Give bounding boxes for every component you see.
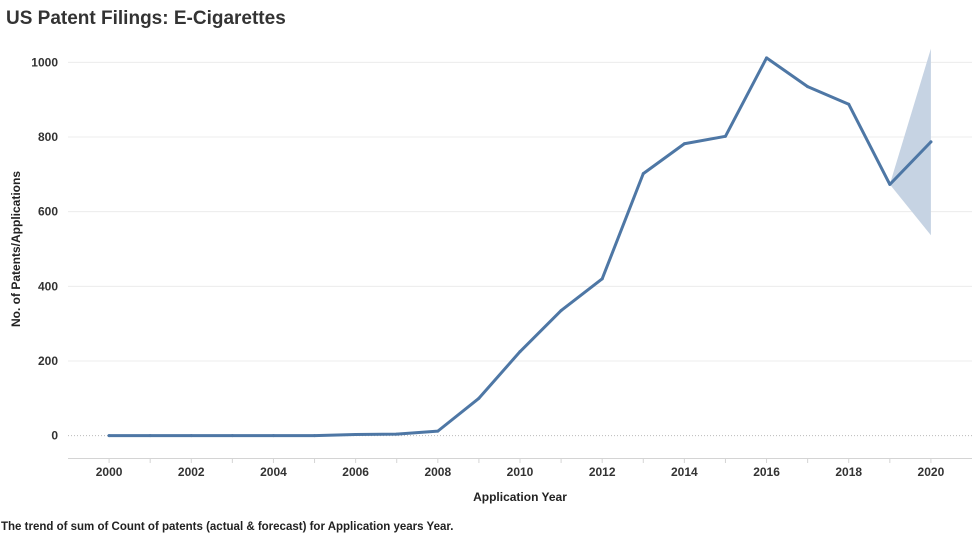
x-tick-label: 2000 [96,465,123,479]
x-tick-label: 2018 [835,465,862,479]
y-tick-label: 600 [38,205,58,219]
data-point [682,142,686,146]
data-point [313,434,317,438]
y-tick-label: 400 [38,279,58,293]
data-point [641,172,645,176]
x-tick-label: 2008 [424,465,451,479]
data-point [189,434,193,438]
x-tick-label: 2012 [589,465,616,479]
y-tick-label: 200 [38,354,58,368]
y-tick-label: 0 [51,429,58,443]
data-point [559,309,563,313]
x-tick-label: 2010 [507,465,534,479]
y-tick-label: 800 [38,130,58,144]
y-axis-title: No. of Patents/Applications [9,171,23,327]
x-tick-label: 2004 [260,465,287,479]
data-point [929,140,933,144]
data-point [765,56,769,60]
x-tick-label: 2002 [178,465,205,479]
x-tick-label: 2006 [342,465,369,479]
data-point [806,85,810,89]
series-line [107,56,933,438]
data-point [354,432,358,436]
x-tick-label: 2020 [918,465,945,479]
data-point [107,434,111,438]
data-point [600,277,604,281]
chart-caption: The trend of sum of Count of patents (ac… [1,521,454,533]
chart-title: US Patent Filings: E-Cigarettes [6,8,286,29]
data-point [230,434,234,438]
y-tick-label: 1000 [31,55,58,69]
forecast-band [889,48,931,236]
x-tick-label: 2014 [671,465,698,479]
data-point [518,350,522,354]
data-point [395,432,399,436]
data-point [847,102,851,106]
data-point [271,434,275,438]
data-point [888,182,892,186]
data-point [723,134,727,138]
data-point [436,429,440,433]
x-tick-label: 2016 [753,465,780,479]
x-axis-title: Application Year [473,490,567,504]
data-point [148,434,152,438]
data-point [477,396,481,400]
